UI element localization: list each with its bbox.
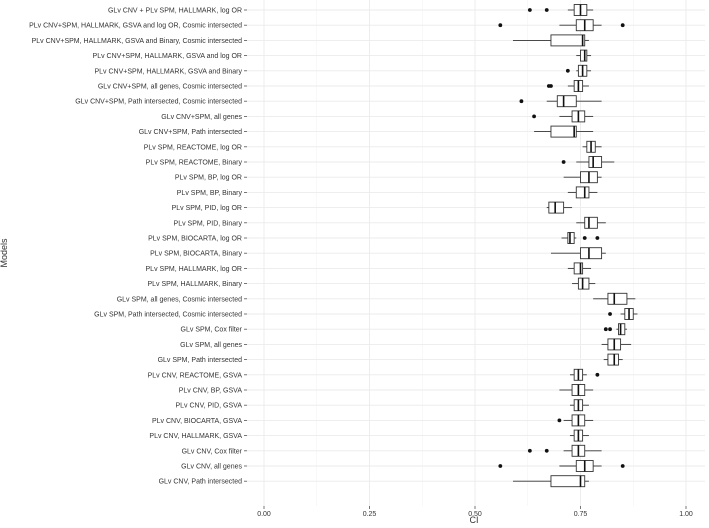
y-tick-label: GLv CNV+SPM, Path intersected, Cosmic in… xyxy=(75,99,242,106)
outlier-point xyxy=(620,464,625,468)
x-tick-label: 1.00 xyxy=(679,511,693,518)
y-tick-label: PLv SPM, REACTOME, Binary xyxy=(146,160,243,167)
outlier-point xyxy=(608,312,612,316)
y-tick-label: PLv CNV, BP, GSVA xyxy=(179,388,243,395)
y-tick-label: PLv CNV, HALLMARK, GSVA xyxy=(149,433,242,440)
box xyxy=(607,292,628,305)
boxes xyxy=(498,4,638,488)
outlier-point xyxy=(595,236,600,240)
y-tick-label: GLv CNV+SPM, all genes, Cosmic intersect… xyxy=(98,84,242,91)
outlier-point xyxy=(620,23,625,28)
outlier-point xyxy=(561,160,566,164)
outlier-point xyxy=(527,8,532,12)
y-tick-label: PLv SPM, BP, log OR xyxy=(175,175,242,182)
y-tick-label: GLv CNV+SPM, Path intersected xyxy=(139,129,242,136)
y-tick-label: PLv SPM, BP, Binary xyxy=(177,190,243,197)
y-tick-label: PLv SPM, PID, log OR xyxy=(172,205,242,212)
outlier-point xyxy=(595,372,600,377)
box xyxy=(550,34,586,47)
outlier-point xyxy=(544,448,549,453)
box xyxy=(580,49,588,62)
outlier-point xyxy=(608,327,612,332)
y-tick-label: PLv CNV, BIOCARTA, GSVA xyxy=(152,418,242,425)
y-tick-label: GLv CNV + PLv SPM, HALLMARK, log OR xyxy=(108,8,242,15)
y-tick-label: PLv SPM, BIOCARTA, log OR xyxy=(148,236,242,243)
y-tick-label: GLv CNV, Path intersected xyxy=(159,479,243,486)
grid xyxy=(247,0,705,506)
y-tick-label: PLv SPM, PID, Binary xyxy=(174,220,243,227)
y-tick-label: PLv CNV+SPM, HALLMARK, GSVA and log OR, … xyxy=(29,23,242,30)
y-tick-label: GLv CNV, Cox filter xyxy=(182,448,243,455)
y-tick-label: GLv CNV+SPM, all genes xyxy=(161,114,242,121)
y-tick-label: PLv SPM, BIOCARTA, Binary xyxy=(150,251,242,258)
x-tick-label: 0.75 xyxy=(574,511,588,518)
outlier-point xyxy=(544,8,549,12)
box xyxy=(577,277,590,290)
outlier-point xyxy=(557,418,562,423)
box xyxy=(607,353,619,366)
x-tick-labels: 0.00 0.25 0.50 0.75 1.00 xyxy=(257,506,693,518)
outlier-point xyxy=(582,236,587,240)
y-tick-label: PLv SPM, REACTOME, log OR xyxy=(144,144,242,151)
y-tick-label: PLv CNV+SPM, HALLMARK, GSVA and log OR xyxy=(93,53,242,60)
y-axis-label: Models xyxy=(0,238,9,268)
outlier-point xyxy=(532,114,536,119)
box xyxy=(618,323,626,336)
box xyxy=(588,156,603,168)
box xyxy=(567,232,575,244)
box xyxy=(550,125,577,138)
x-tick-label: 0.25 xyxy=(363,511,377,518)
box xyxy=(580,247,603,260)
y-tick-label: PLv CNV, PID, GSVA xyxy=(175,403,242,410)
y-tick-label: PLv SPM, HALLMARK, log OR xyxy=(146,266,242,273)
y-tick-label: GLv SPM, Path intersected, Cosmic inters… xyxy=(94,312,242,319)
outlier-point xyxy=(603,327,608,332)
outlier-point xyxy=(565,68,570,73)
box xyxy=(548,201,565,214)
outlier-point xyxy=(498,23,503,28)
x-tick-label: 0.00 xyxy=(257,511,271,518)
outlier-point xyxy=(546,84,551,88)
y-tick-label: GLv SPM, Path intersected xyxy=(158,357,243,364)
outlier-point xyxy=(527,448,532,453)
box xyxy=(550,475,586,488)
x-tick-label: 0.50 xyxy=(468,511,482,518)
y-tick-label: GLv SPM, all genes xyxy=(180,342,242,349)
outlier-point xyxy=(519,99,524,104)
box xyxy=(556,95,577,108)
y-tick-label: PLv CNV, REACTOME, GSVA xyxy=(148,372,243,379)
x-axis-label: CI xyxy=(470,515,479,525)
y-tick-label: GLv SPM, Cox filter xyxy=(181,327,243,334)
box xyxy=(584,216,598,229)
y-tick-labels: GLv CNV + PLv SPM, HALLMARK, log OR PLv C… xyxy=(29,8,247,486)
y-tick-label: PLv CNV+SPM, HALLMARK, GSVA and Binary xyxy=(94,68,242,75)
y-tick-label: PLv SPM, HALLMARK, Binary xyxy=(147,281,242,288)
y-tick-label: GLv CNV, all genes xyxy=(181,464,242,471)
y-tick-label: GLv SPM, all genes, Cosmic intersected xyxy=(117,296,242,303)
box xyxy=(575,186,590,199)
box xyxy=(573,262,584,275)
y-tick-label: PLv CNV+SPM, HALLMARK, GSVA and Binary, … xyxy=(32,38,243,45)
outlier-point xyxy=(498,464,503,468)
